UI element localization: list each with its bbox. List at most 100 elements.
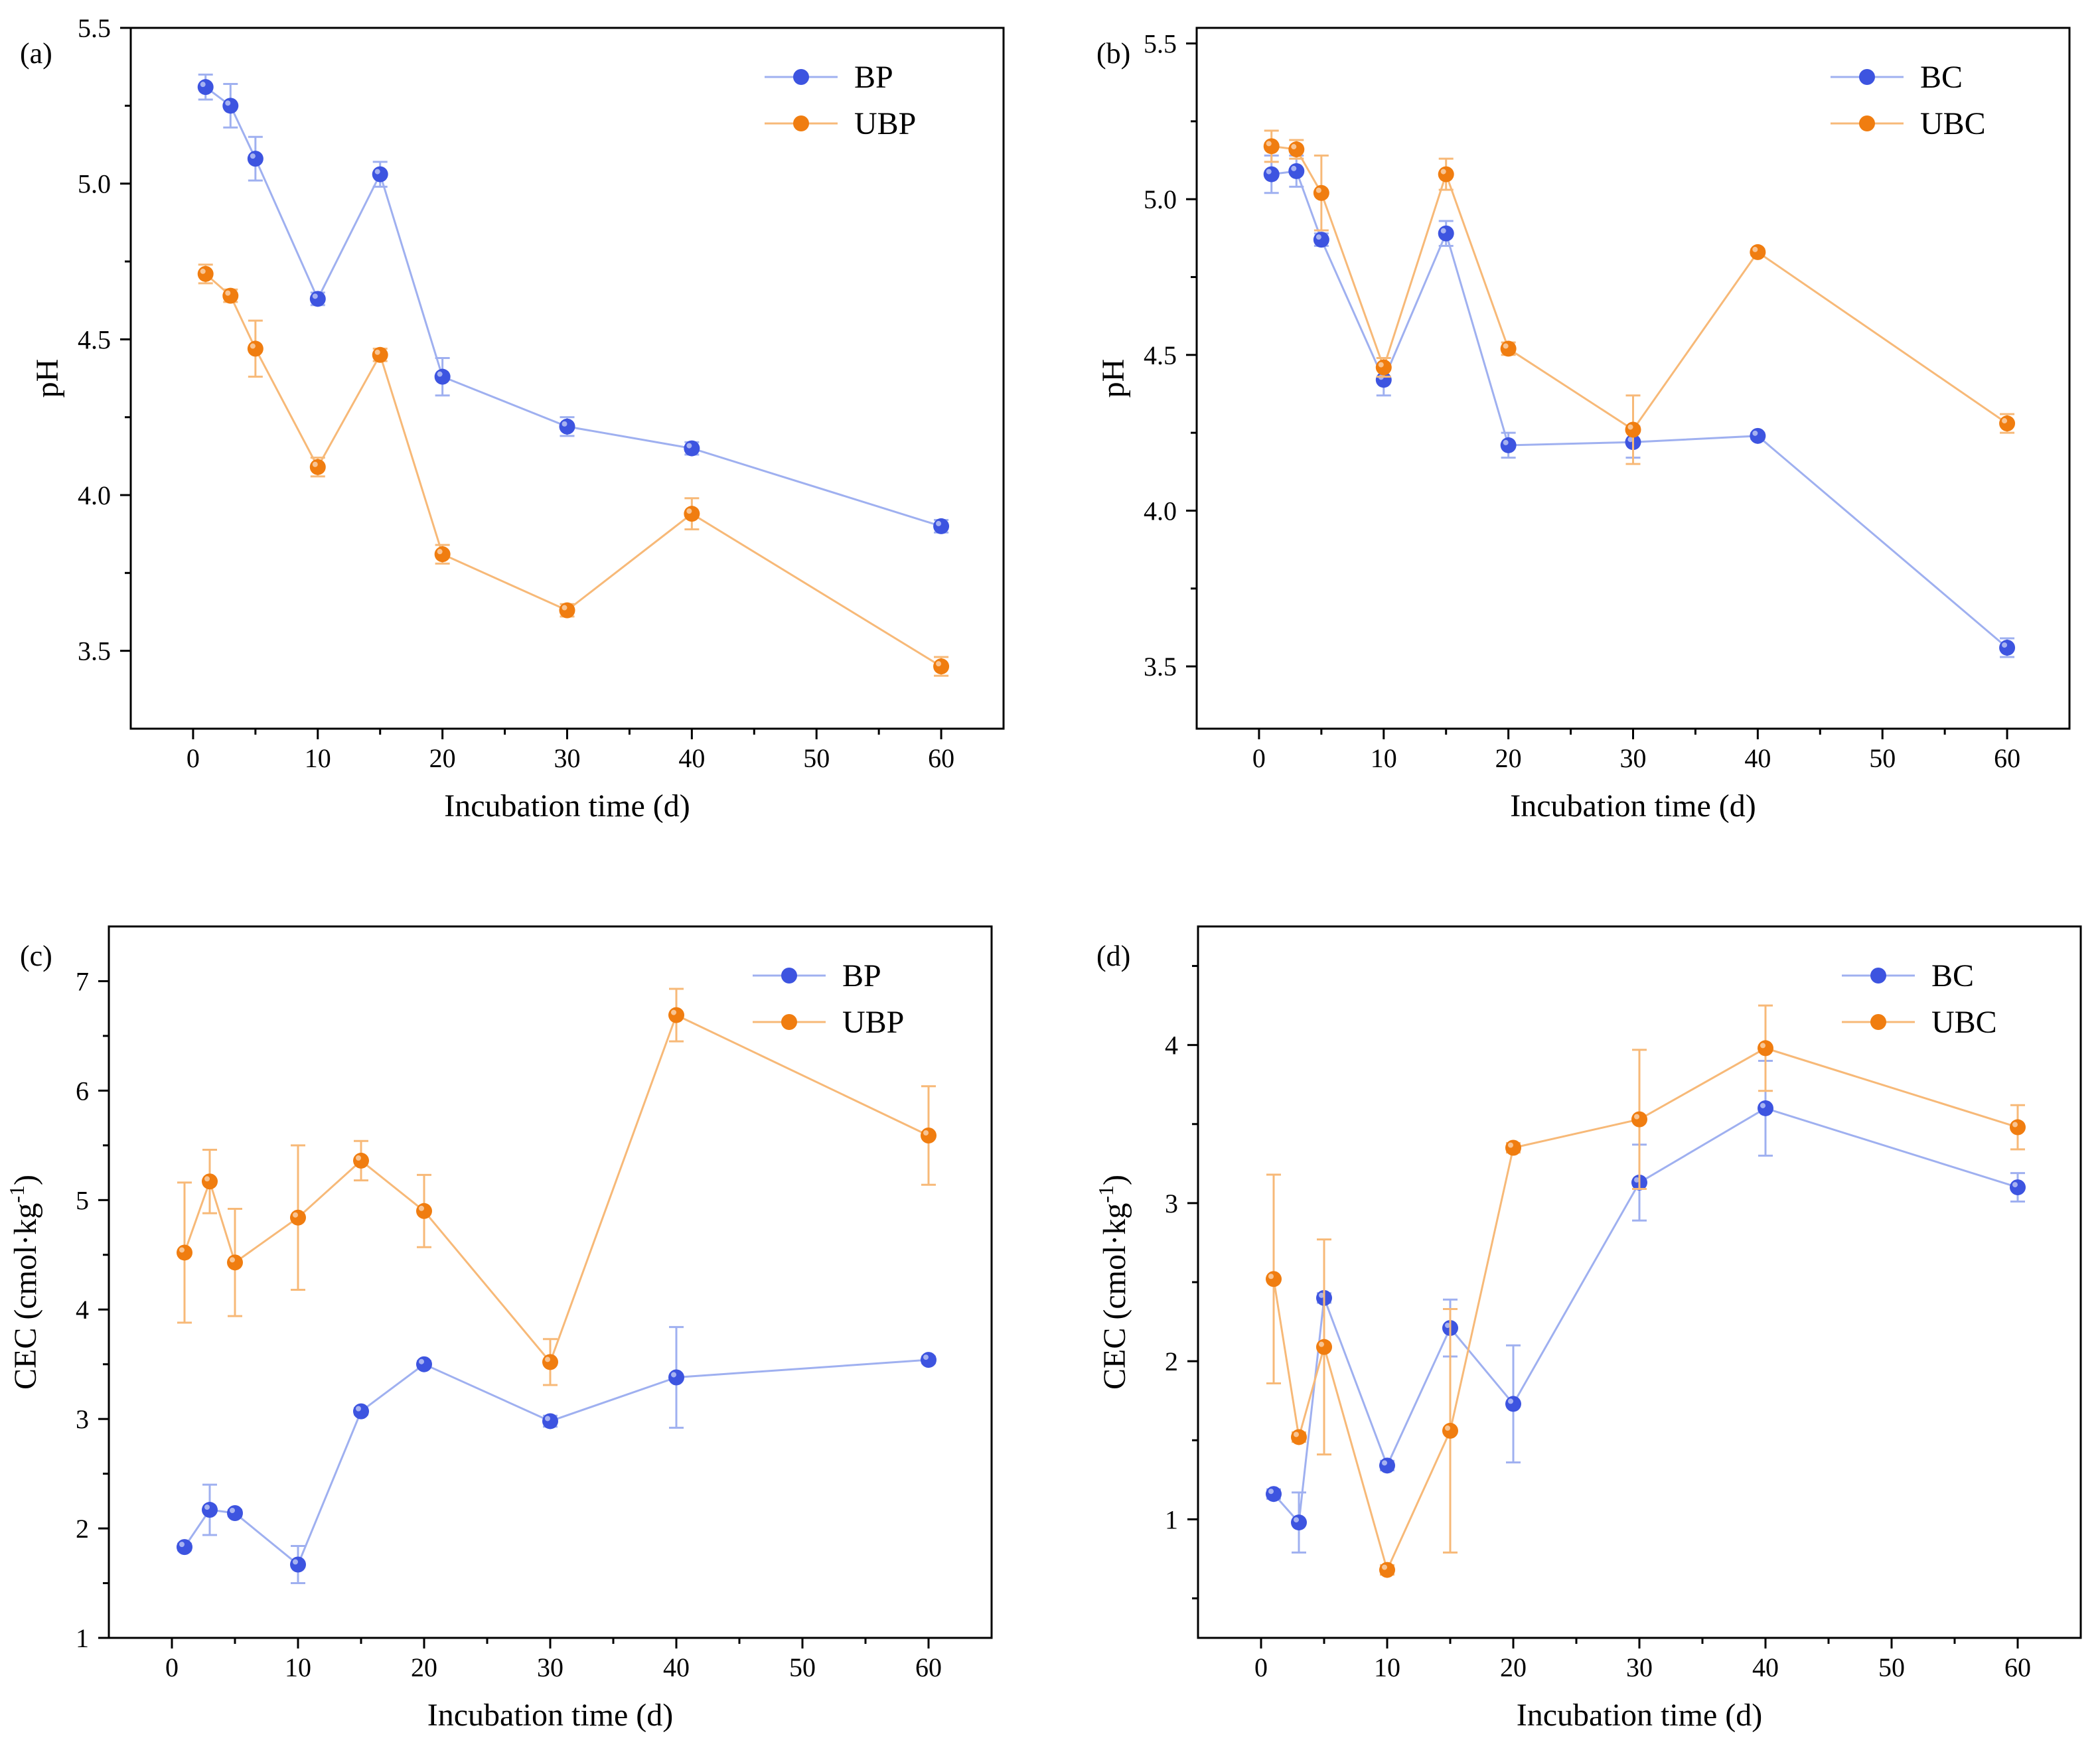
- marker-highlight: [1319, 1292, 1324, 1298]
- x-tick-label: 0: [1254, 1652, 1268, 1682]
- legend-label: BC: [1931, 958, 1974, 993]
- y-axis-title-main: CEC (cmol·kg: [8, 1203, 43, 1390]
- data-point-UBP: [290, 1209, 306, 1226]
- legend-label: UBP: [842, 1005, 904, 1040]
- x-tick-label: 20: [429, 743, 456, 773]
- marker-highlight: [1508, 1142, 1513, 1148]
- y-axis-title-superscript: -1: [1094, 1185, 1118, 1203]
- y-tick-label: 4.5: [1144, 340, 1177, 370]
- marker-highlight: [671, 1009, 676, 1015]
- legend-label: UBC: [1920, 106, 1986, 141]
- data-point-BP: [309, 291, 326, 307]
- marker-highlight: [250, 343, 256, 349]
- marker-highlight: [686, 443, 692, 449]
- data-point-BC: [2010, 1179, 2026, 1196]
- marker-highlight: [1382, 1460, 1387, 1466]
- data-point-BP: [353, 1403, 369, 1420]
- marker-highlight: [356, 1155, 361, 1161]
- data-point-UBC: [1625, 421, 1641, 438]
- legend-marker-BP: [793, 69, 809, 85]
- x-tick-label: 40: [1744, 743, 1771, 773]
- marker-highlight: [1627, 424, 1633, 430]
- y-axis-title: CEC (cmol·kg-1): [5, 1175, 43, 1390]
- marker-highlight: [374, 349, 380, 355]
- data-point-BP: [542, 1413, 558, 1429]
- x-axis-title: Incubation time (d): [1517, 1698, 1763, 1733]
- y-tick-label: 5.5: [1144, 29, 1177, 58]
- y-tick-label: 5.0: [78, 169, 111, 199]
- marker-highlight: [312, 293, 318, 299]
- marker-highlight: [293, 1559, 298, 1565]
- y-axis-title-end: ): [8, 1175, 43, 1185]
- data-point-UBC: [1999, 415, 2016, 432]
- marker-highlight: [200, 82, 206, 88]
- marker-highlight: [225, 290, 231, 296]
- x-tick-label: 40: [1752, 1652, 1779, 1682]
- y-tick-label: 1: [1165, 1504, 1178, 1534]
- data-point-BP: [921, 1352, 937, 1368]
- panel-label: (b): [1096, 37, 1130, 70]
- data-point-BC: [1500, 437, 1517, 453]
- marker-highlight: [1291, 144, 1297, 150]
- marker-highlight: [204, 1504, 210, 1510]
- data-point-UBC: [1758, 1040, 1773, 1057]
- data-point-UBC: [1500, 340, 1517, 357]
- y-tick-label: 7: [76, 966, 89, 996]
- data-point-BP: [372, 166, 388, 183]
- series-line-UBC: [1272, 1047, 2018, 1573]
- data-point-BP: [222, 98, 239, 114]
- marker-highlight: [312, 461, 318, 467]
- x-tick-label: 30: [537, 1652, 563, 1682]
- marker-highlight: [1445, 1425, 1450, 1431]
- y-tick-label: 5: [76, 1185, 89, 1215]
- series-line-UBP: [183, 1013, 929, 1364]
- marker-highlight: [1760, 1102, 1765, 1108]
- data-point-UBC: [1263, 138, 1280, 155]
- marker-highlight: [356, 1406, 361, 1412]
- data-point-UBC: [1313, 184, 1329, 201]
- data-point-BC: [1291, 1514, 1307, 1531]
- x-tick-label: 10: [285, 1652, 311, 1682]
- marker-highlight: [179, 1542, 185, 1548]
- marker-highlight: [1634, 1177, 1639, 1183]
- marker-highlight: [204, 1176, 210, 1182]
- marker-highlight: [419, 1358, 424, 1364]
- x-axis-title: Incubation time (d): [427, 1698, 674, 1733]
- marker-highlight: [1508, 1398, 1513, 1404]
- data-point-BC: [1266, 1486, 1282, 1502]
- legend-marker-UBP: [781, 1014, 797, 1030]
- x-tick-label: 0: [165, 1652, 179, 1682]
- marker-highlight: [1315, 234, 1321, 240]
- marker-highlight: [374, 169, 380, 175]
- legend-label: BP: [842, 958, 881, 993]
- marker-highlight: [1291, 165, 1297, 171]
- marker-highlight: [419, 1205, 424, 1211]
- data-point-BP: [227, 1504, 243, 1521]
- data-point-BP: [416, 1356, 432, 1372]
- marker-highlight: [1268, 1489, 1274, 1495]
- legend-label: UBC: [1931, 1005, 1997, 1040]
- x-axis-title: Incubation time (d): [1510, 788, 1756, 824]
- data-point-BC: [1505, 1396, 1521, 1412]
- y-tick-label: 4.5: [78, 325, 111, 354]
- y-axis-title: pH: [1096, 359, 1131, 398]
- legend-marker-BC: [1859, 69, 1875, 85]
- panel-label: (c): [20, 940, 52, 972]
- marker-highlight: [293, 1212, 298, 1218]
- x-tick-label: 10: [1371, 743, 1397, 773]
- marker-highlight: [1382, 1564, 1387, 1570]
- x-tick-label: 20: [1500, 1652, 1527, 1682]
- legend-label: BP: [854, 60, 893, 95]
- data-point-BP: [668, 1369, 684, 1386]
- y-tick-label: 6: [76, 1076, 89, 1106]
- y-axis-title-superscript: -1: [5, 1185, 29, 1203]
- data-point-UBP: [222, 287, 239, 304]
- panel-label: (d): [1096, 940, 1130, 972]
- marker-highlight: [545, 1356, 550, 1362]
- x-tick-label: 30: [554, 743, 581, 773]
- marker-highlight: [1627, 437, 1633, 443]
- marker-highlight: [923, 1355, 929, 1360]
- marker-highlight: [1503, 439, 1509, 445]
- marker-highlight: [671, 1372, 676, 1378]
- marker-highlight: [936, 661, 942, 667]
